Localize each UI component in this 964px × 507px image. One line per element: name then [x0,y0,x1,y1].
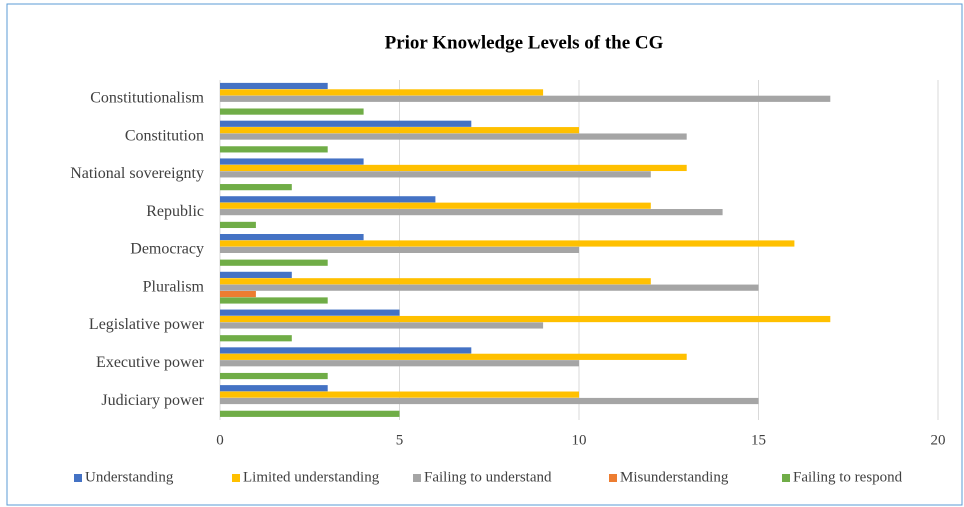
y-tick-label: Executive power [96,354,205,371]
bar [220,95,831,102]
bar [220,397,759,405]
bar [220,297,328,304]
legend-swatch [232,474,240,482]
bar [220,372,328,380]
bar [220,271,292,278]
legend-label: Failing to respond [793,469,903,485]
bar [220,202,651,209]
y-tick-label: Constitution [125,127,204,144]
bar [220,246,579,253]
bar [220,259,328,266]
bar [220,82,328,90]
x-tick-label: 20 [931,432,946,448]
bar [220,335,292,342]
y-tick-label: Constitutionalism [90,90,204,107]
legend-swatch [609,474,617,482]
y-tick-label: Pluralism [143,278,205,295]
bar [220,347,472,354]
bar [220,196,436,203]
bar [220,284,759,291]
x-tick-label: 5 [396,432,404,448]
bar [220,315,831,323]
bar [220,385,328,392]
bar [220,221,256,229]
chart-frame [6,3,963,506]
bar [220,278,651,285]
bar [220,234,364,241]
bar [220,353,687,360]
legend-label: Limited understanding [243,469,380,485]
chart-title: Prior Knowledge Levels of the CG [385,32,664,53]
bar [220,164,687,172]
bar [220,290,256,298]
bar [220,240,795,247]
legend-swatch [74,474,82,482]
bar [220,127,579,134]
legend-label: Misunderstanding [620,469,729,485]
bar [220,184,292,191]
y-tick-label: Legislative power [89,316,205,333]
y-tick-label: Democracy [130,241,204,258]
x-tick-label: 0 [216,432,224,448]
bar [220,391,579,398]
y-tick-label: National sovereignty [70,165,204,182]
legend-label: Understanding [85,469,174,485]
bar [220,410,400,417]
bar [220,209,723,216]
bar [220,133,687,140]
bar [220,171,651,178]
y-tick-label: Judiciary power [101,392,204,409]
legend-swatch [782,474,790,482]
bar [220,322,544,329]
bar [220,309,400,316]
legend-swatch [413,474,421,482]
x-tick-label: 10 [572,432,587,448]
bar [220,360,579,367]
bar [220,108,364,115]
bar [220,158,364,165]
legend-label: Failing to understand [424,469,552,485]
x-tick-label: 15 [751,432,766,448]
bar [220,146,328,153]
bar [220,89,544,96]
y-tick-label: Republic [146,203,204,220]
bar [220,120,472,127]
